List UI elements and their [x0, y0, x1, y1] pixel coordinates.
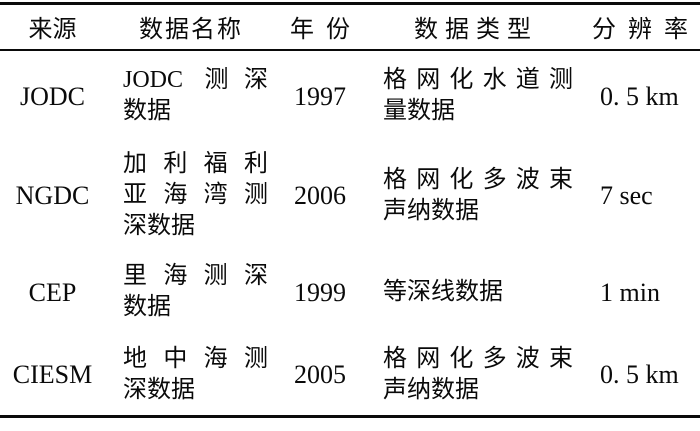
- col-header-source: 来源: [0, 3, 105, 51]
- cell-data-name: JODC 测深 数据: [105, 50, 275, 142]
- cell-year: 2006: [294, 181, 346, 210]
- cell-data-type: 格网化水道测 量数据: [365, 50, 580, 142]
- cell-resolution: 0. 5 km: [600, 81, 679, 111]
- cell-data-name: 加利福利 亚海湾测 深数据: [105, 142, 275, 250]
- cell-data-name-line: 地中海测: [123, 345, 268, 372]
- cell-data-type: 格网化多波束 声纳数据: [365, 335, 580, 417]
- cell-resolution: 7 sec: [600, 181, 653, 210]
- cell-source: NGDC: [15, 181, 90, 210]
- cell-resolution: 0. 5 km: [600, 360, 679, 390]
- cell-data-name-line: 里海测深: [123, 263, 268, 289]
- cell-data-name-line: 亚海湾测: [123, 182, 268, 208]
- cell-data-type-line: 格网化水道测: [383, 67, 573, 93]
- header-row: 来源 数据名称 年份 数据类型 分辨率: [0, 3, 700, 51]
- cell-data-type-line: 格网化多波束: [383, 345, 573, 372]
- cell-data-type-line: 等深线数据: [383, 278, 503, 305]
- col-header-resolution: 分辨率: [580, 3, 700, 51]
- cell-data-name: 地中海测 深数据: [105, 335, 275, 417]
- cell-data-type-line: 格网化多波束: [383, 166, 573, 193]
- col-header-year: 年份: [275, 3, 365, 51]
- cell-data-type: 格网化多波束 声纳数据: [365, 142, 580, 250]
- cell-data-name-line: JODC 测深: [123, 67, 268, 93]
- cell-year: 2005: [294, 360, 346, 390]
- cell-source: CIESM: [12, 360, 93, 390]
- cell-source: JODC: [19, 81, 85, 111]
- cell-resolution: 1 min: [600, 277, 660, 307]
- cell-data-name-line: 深数据: [123, 376, 195, 403]
- cell-data-name-line: 数据: [123, 98, 171, 124]
- table-row-ngdc: NGDC 加利福利 亚海湾测 深数据 2006 格网化多波束 声纳数据 7 se…: [0, 142, 700, 250]
- data-sources-table: 来源 数据名称 年份 数据类型 分辨率 JODC JODC 测深 数据 1997…: [0, 2, 700, 418]
- table-row-jodc: JODC JODC 测深 数据 1997 格网化水道测 量数据 0. 5 km: [0, 50, 700, 142]
- cell-data-name-line: 数据: [123, 294, 171, 320]
- cell-source: CEP: [28, 277, 77, 307]
- col-header-data-name: 数据名称: [105, 3, 275, 51]
- col-header-data-type: 数据类型: [365, 3, 580, 51]
- cell-data-type-line: 量数据: [383, 98, 455, 124]
- table-row-ciesm: CIESM 地中海测 深数据 2005 格网化多波束 声纳数据 0. 5 km: [0, 335, 700, 417]
- cell-data-type: 等深线数据: [365, 250, 580, 335]
- cell-data-name-line: 深数据: [123, 213, 195, 239]
- cell-data-name-line: 加利福利: [123, 151, 268, 177]
- cell-data-type-line: 声纳数据: [383, 197, 479, 224]
- cell-year: 1999: [294, 277, 346, 307]
- cell-year: 1997: [294, 81, 346, 111]
- table-row-cep: CEP 里海测深 数据 1999 等深线数据 1 min: [0, 250, 700, 335]
- cell-data-name: 里海测深 数据: [105, 250, 275, 335]
- cell-data-type-line: 声纳数据: [383, 376, 479, 403]
